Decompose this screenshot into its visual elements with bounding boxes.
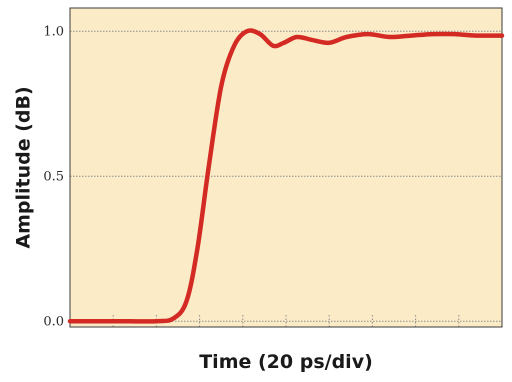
y-tick-label-2: 1.0 xyxy=(43,25,64,40)
plot-background xyxy=(70,8,502,327)
y-axis-title: Amplitude (dB) xyxy=(13,86,35,248)
x-axis-title: Time (20 ps/div) xyxy=(199,351,373,373)
step-response-line xyxy=(67,28,505,324)
y-tick-labels: 0.0 0.5 1.0 xyxy=(43,25,64,330)
y-tick-label-0: 0.0 xyxy=(43,315,64,330)
plot-frame xyxy=(69,7,503,328)
y-tick-label-1: 0.5 xyxy=(43,170,64,185)
